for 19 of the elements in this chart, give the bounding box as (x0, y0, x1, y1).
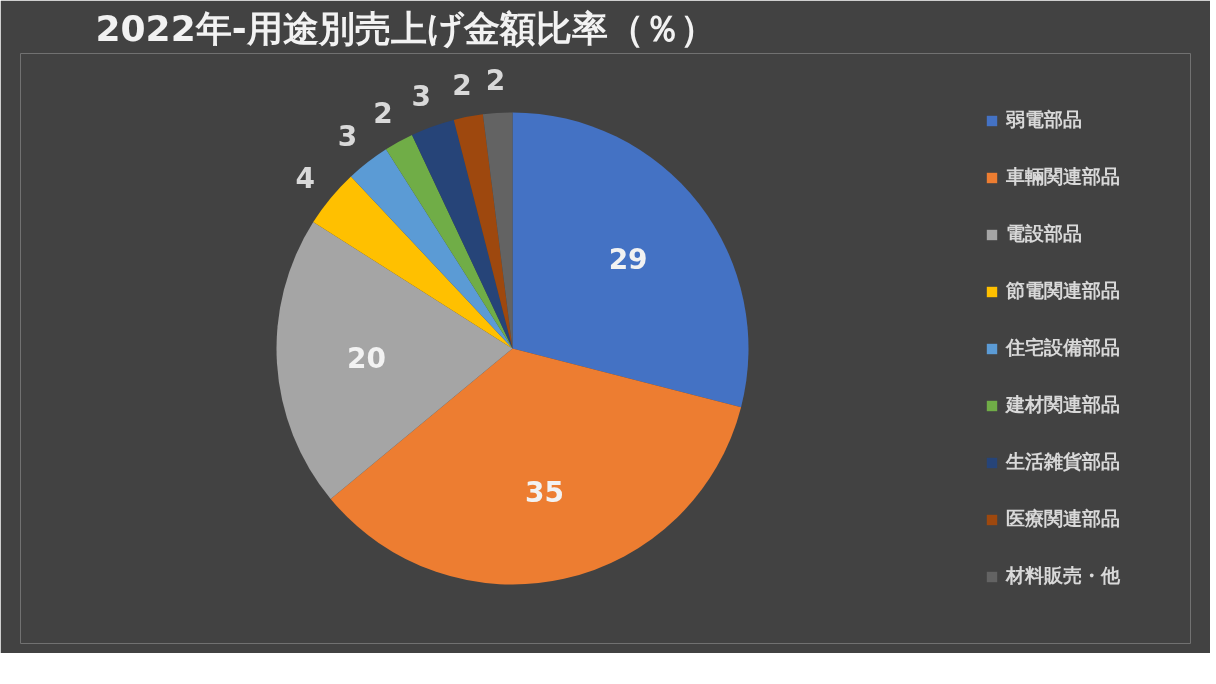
data-label: 4 (295, 161, 315, 195)
data-label: 35 (524, 475, 564, 509)
legend-label: 医療関連部品 (1006, 506, 1120, 531)
data-label: 20 (346, 342, 386, 376)
legend-label: 節電関連部品 (1006, 278, 1120, 303)
legend-label: 住宅設備部品 (1006, 335, 1120, 360)
legend-label: 生活雑貨部品 (1006, 449, 1120, 474)
data-label: 2 (452, 68, 472, 102)
data-label: 3 (411, 79, 432, 113)
legend-label: 材料販売・他 (1006, 563, 1120, 588)
legend-label: 電設部品 (1006, 221, 1082, 246)
data-label: 3 (337, 120, 358, 154)
legend-label: 弱電部品 (1006, 107, 1082, 132)
legend-label: 建材関連部品 (1006, 392, 1120, 417)
chart-title: 2022年-用途別売上げ金額比率（％） (95, 7, 716, 49)
legend-label: 車輛関連部品 (1006, 164, 1120, 189)
data-label: 2 (373, 97, 393, 131)
data-label: 29 (608, 243, 648, 277)
data-label: 2 (485, 64, 506, 98)
